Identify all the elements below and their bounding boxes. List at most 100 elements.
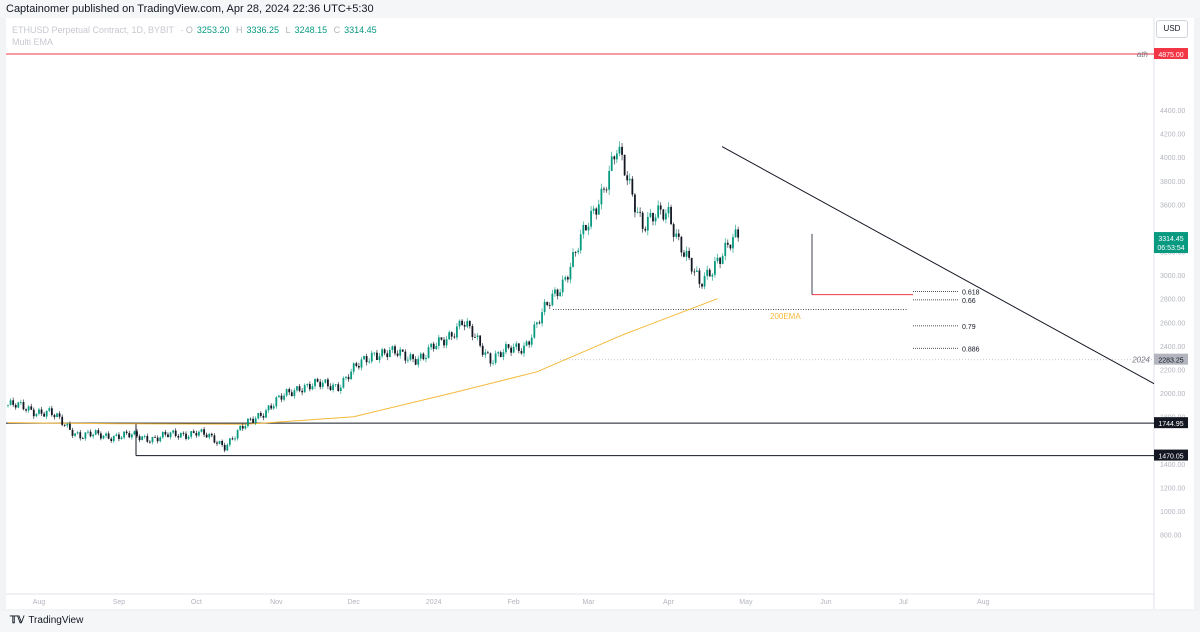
candle-body <box>133 431 136 435</box>
ema-layer <box>7 298 718 425</box>
symbol-legend: ETHUSD Perpetual Contract, 1D, BYBIT · O… <box>12 25 377 47</box>
candle-body <box>123 431 125 438</box>
candle-body <box>270 405 273 409</box>
tradingview-brand[interactable]: 𝕋𝕍 TradingView <box>10 615 83 626</box>
candle-body <box>667 206 670 214</box>
candle-body <box>662 209 665 220</box>
candle-body <box>677 233 680 237</box>
candle-body <box>221 440 224 445</box>
candle-body <box>471 326 474 338</box>
candle-body <box>543 301 546 313</box>
candle-body <box>169 432 172 438</box>
candle-body <box>670 206 672 225</box>
candle-body <box>445 339 448 346</box>
candle-body <box>306 383 309 386</box>
candle-body <box>257 412 260 419</box>
price-tick-label: 2400.00 <box>1160 344 1185 351</box>
candle-body <box>97 430 100 434</box>
candle-body <box>195 432 198 436</box>
candle-body <box>404 351 407 361</box>
candle-body <box>561 279 564 293</box>
indicator-name[interactable]: Multi EMA <box>12 37 54 47</box>
candle-body <box>156 437 159 442</box>
time-tick-label: Nov <box>270 599 283 606</box>
candle-body <box>701 283 703 287</box>
candle-body <box>154 436 156 438</box>
candle-body <box>254 418 257 423</box>
candle-body <box>680 236 683 253</box>
currency-button[interactable]: USD <box>1156 20 1188 38</box>
candle-body <box>76 432 79 434</box>
candle-body <box>468 320 471 327</box>
candle-body <box>177 436 180 438</box>
support1-price-tag <box>1154 417 1188 429</box>
candle-body <box>528 341 531 345</box>
price-tick-label: 1400.00 <box>1160 462 1185 469</box>
candle-body <box>376 352 378 360</box>
candle-body <box>66 423 69 426</box>
candle-body <box>419 353 422 359</box>
descending-trendline <box>721 146 1155 385</box>
candle-body <box>192 431 195 433</box>
candle-body <box>321 382 324 387</box>
high-value: 3336.25 <box>246 25 280 35</box>
current-price-value: 3314.45 <box>1158 236 1183 243</box>
candle-body <box>20 402 22 403</box>
candle-body <box>409 354 412 360</box>
symbol-name[interactable]: ETHUSD Perpetual Contract, 1D, BYBIT <box>12 25 174 35</box>
candle-body <box>329 386 332 391</box>
candle-body <box>252 418 254 423</box>
candle-body <box>489 353 492 364</box>
candle-body <box>610 156 613 171</box>
candle-body <box>89 431 92 437</box>
candle-body <box>432 343 435 349</box>
candle-body <box>391 346 394 350</box>
time-tick-label: Apr <box>663 599 675 606</box>
candle-body <box>505 344 507 353</box>
price-tick-label: 2200.00 <box>1160 367 1185 374</box>
candle-body <box>693 271 696 273</box>
candle-body <box>128 433 131 438</box>
tradingview-logo-icon: 𝕋𝕍 <box>10 615 25 626</box>
candle-body <box>412 354 414 360</box>
candle-body <box>425 357 427 360</box>
close-value: 3314.45 <box>344 25 377 35</box>
candle-body <box>143 435 146 437</box>
candle-body <box>337 384 340 391</box>
candle-body <box>497 352 500 354</box>
candle-body <box>74 433 76 436</box>
candle-body <box>634 194 636 213</box>
candle-body <box>316 379 319 382</box>
price-tick-label: 2600.00 <box>1160 320 1185 327</box>
candle-body <box>675 233 678 237</box>
candle-body <box>355 363 358 366</box>
candle-body <box>185 433 187 439</box>
candle-body <box>275 397 278 407</box>
candle-body <box>456 326 458 338</box>
drawing-lines <box>6 53 1155 457</box>
candle-body <box>200 429 203 432</box>
candle-body <box>161 431 164 438</box>
candle-body <box>334 384 337 386</box>
candle-body <box>236 430 239 439</box>
candle-body <box>81 438 84 440</box>
candle-body <box>92 434 95 437</box>
candle-body <box>149 441 151 443</box>
price-chart[interactable]: 4400.004200.004000.003800.003600.003200.… <box>6 18 1194 609</box>
candle-body <box>652 212 654 222</box>
candle-body <box>172 430 175 433</box>
candle-body <box>14 404 17 408</box>
candle-body <box>373 352 376 354</box>
candle-body <box>267 405 270 411</box>
ath-price-value: 4875.00 <box>1158 52 1183 59</box>
candle-body <box>167 434 169 438</box>
chart-area[interactable]: 4400.004200.004000.003800.003600.003200.… <box>6 18 1194 609</box>
candle-body <box>151 436 154 443</box>
price-tick-label: 3000.00 <box>1160 273 1185 280</box>
candle-body <box>603 188 605 190</box>
candle-body <box>690 257 693 272</box>
ath-label: ath <box>1137 50 1149 59</box>
candle-body <box>38 409 40 414</box>
candle-body <box>569 266 572 280</box>
time-tick-label: Aug <box>33 599 46 606</box>
